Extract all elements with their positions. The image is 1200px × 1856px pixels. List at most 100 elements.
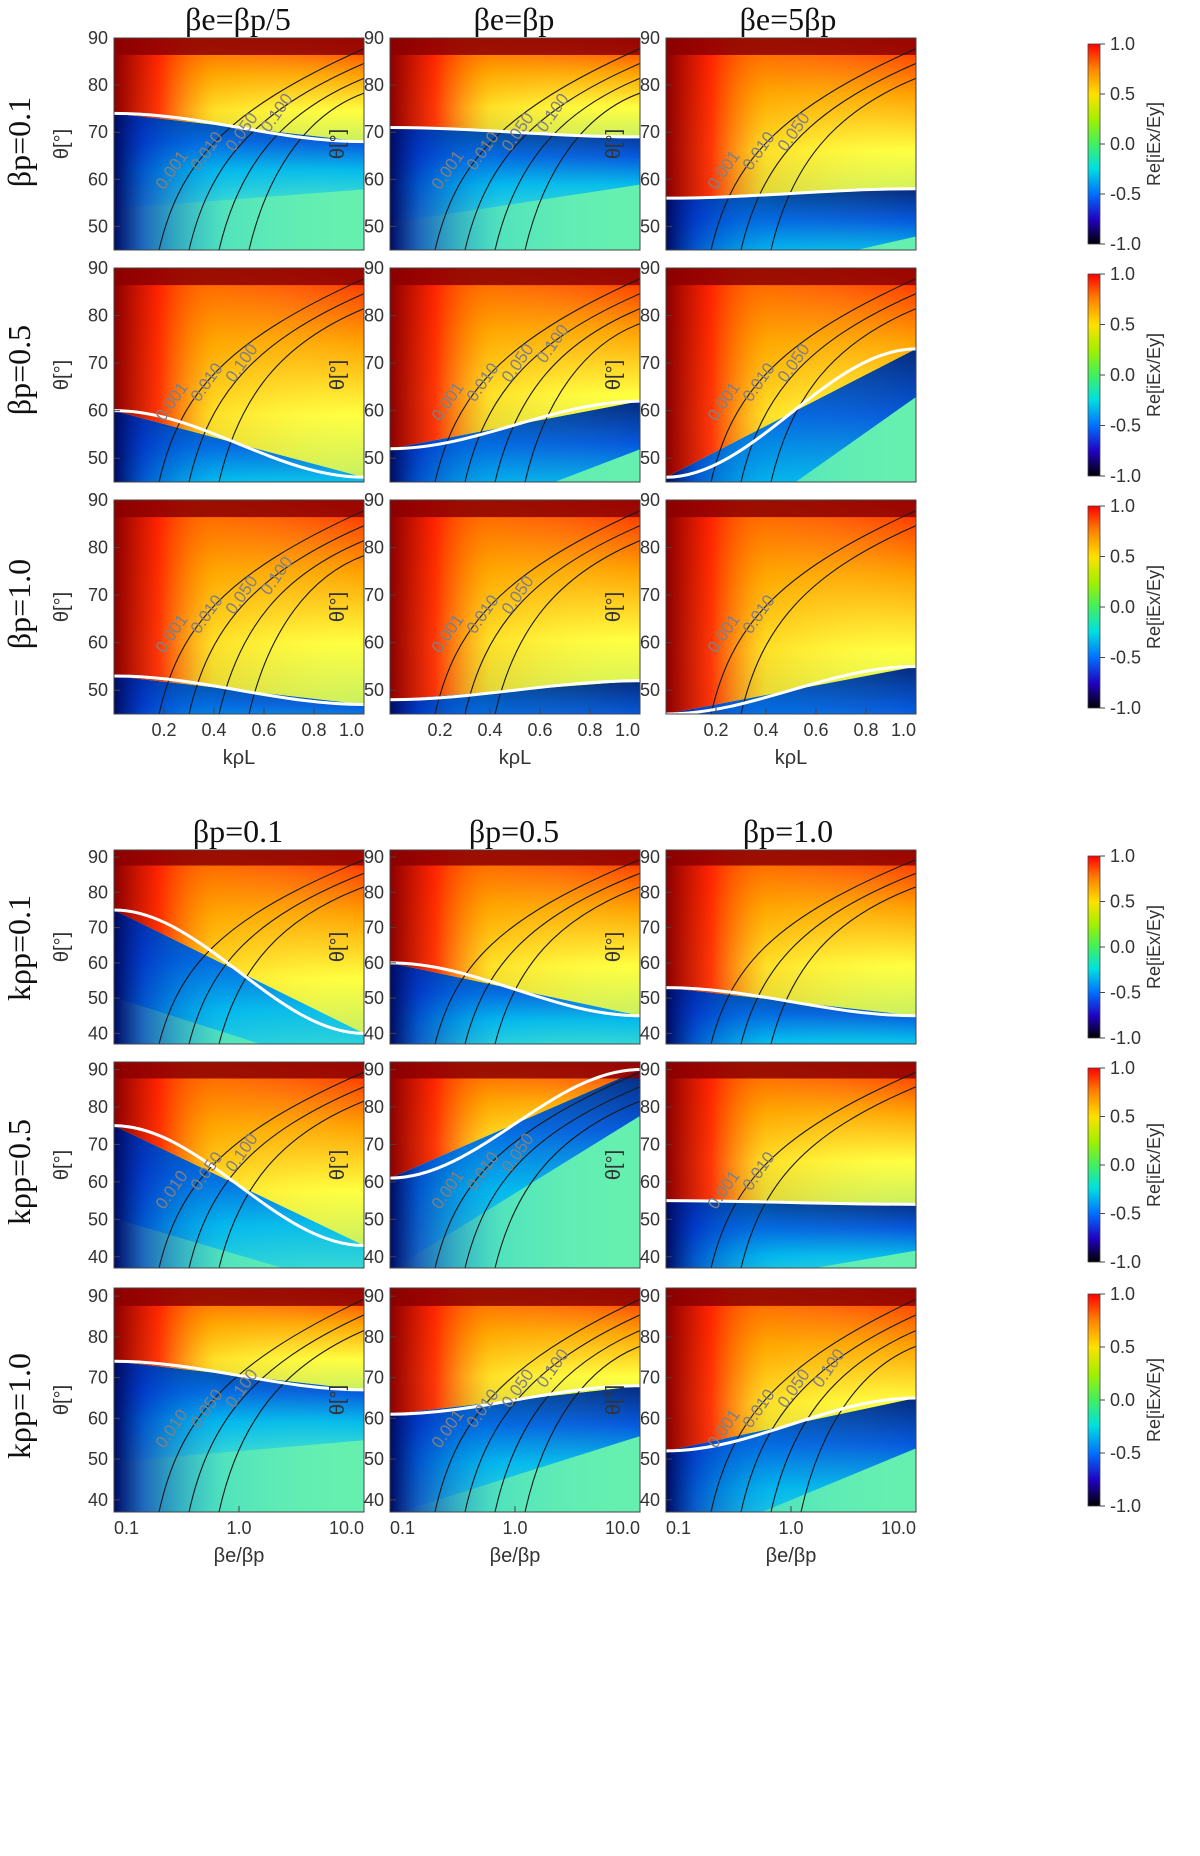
contour-line xyxy=(494,886,640,1044)
y-tick-label: 50 xyxy=(640,680,660,700)
colorbar-tick-label: -1.0 xyxy=(1110,698,1141,718)
panel-frame xyxy=(665,267,917,483)
contour-line xyxy=(434,278,640,482)
positive-shade xyxy=(114,1062,364,1246)
y-tick-label: 90 xyxy=(364,28,384,48)
positive-shade xyxy=(390,1062,640,1179)
y-tick-label: 70 xyxy=(364,1368,384,1388)
colorbar-gradient xyxy=(1087,43,1101,245)
colorbar-tick-label: 0.0 xyxy=(1110,937,1135,957)
y-tick-label: 70 xyxy=(640,122,660,142)
y-tick-label: 40 xyxy=(640,1490,660,1510)
zero-contour xyxy=(114,111,364,144)
zero-contour xyxy=(390,679,640,702)
contour-line xyxy=(218,540,364,714)
zero-contour xyxy=(114,1124,364,1248)
zero-contour xyxy=(390,399,640,451)
y-axis: 90 80 70 60 50 40 θ[°] xyxy=(51,1059,120,1267)
colorbar-tick-label: 0.5 xyxy=(1110,892,1135,912)
axes: 90 80 70 60 50 θ[°] 90 80 70 60 50 θ[°] 90 80 70 60 50 θ[… xyxy=(51,28,917,1567)
y-tick-label: 80 xyxy=(88,75,108,95)
y-axis-label: θ[°] xyxy=(603,360,625,390)
y-axis: 90 80 70 60 50 θ[°] xyxy=(603,28,672,236)
column-title: βp=0.5 xyxy=(469,813,559,849)
y-tick-label: 50 xyxy=(88,216,108,236)
max-band xyxy=(666,1288,916,1306)
colorbar-tick-label: 1.0 xyxy=(1110,496,1135,516)
y-tick-label: 80 xyxy=(364,882,384,902)
y-tick-label: 60 xyxy=(364,169,384,189)
zero-contour xyxy=(390,1384,640,1416)
contour-line xyxy=(218,1100,364,1268)
zero-contour xyxy=(666,664,916,714)
bottom-row-titles: kρp=0.1 kρp=0.5 kρp=1.0 xyxy=(1,895,37,1459)
contour-line xyxy=(158,859,364,1044)
colorbar: 1.0 0.5 0.0 -0.5 -1.0 Re[iEx/Ey] xyxy=(1087,496,1164,718)
bottom-column-titles: βp=0.1 βp=0.5 βp=1.0 xyxy=(193,813,833,849)
y-tick-label: 60 xyxy=(364,1408,384,1428)
x-tick-label: 1.0 xyxy=(339,720,364,740)
colorbar-tick-label: 0.5 xyxy=(1110,315,1135,335)
y-tick-label: 50 xyxy=(364,1209,384,1229)
x-axis: 0.1 1.0 10.0 βe/βp xyxy=(389,1506,641,1567)
colorbar-gradient xyxy=(1087,855,1101,1039)
top-column-titles: βe=βp/5 βe=βp βe=5βp xyxy=(185,1,836,37)
row-title: kρp=0.5 xyxy=(1,1119,37,1225)
column-title: βp=1.0 xyxy=(743,813,833,849)
y-tick-label: 70 xyxy=(364,1134,384,1154)
colorbar-gradient xyxy=(1087,1067,1101,1263)
y-axis-label: θ[°] xyxy=(603,129,625,159)
y-tick-label: 50 xyxy=(88,680,108,700)
y-tick-label: 50 xyxy=(88,1449,108,1469)
y-axis: 90 80 70 60 50 θ[°] xyxy=(327,258,396,468)
y-axis: 90 80 70 60 50 θ[°] xyxy=(51,258,120,468)
contour-line xyxy=(158,1298,364,1512)
x-axis-label: βe/βp xyxy=(766,1545,817,1567)
colorbar-tick-label: -0.5 xyxy=(1110,983,1141,1003)
x-tick-label: 1.0 xyxy=(615,720,640,740)
x-tick-label: 0.6 xyxy=(803,720,828,740)
x-axis: 0.2 0.4 0.6 0.8 1.0 kρL xyxy=(427,708,641,769)
y-tick-label: 50 xyxy=(88,1209,108,1229)
zero-contour xyxy=(666,1199,916,1206)
max-band xyxy=(390,1288,640,1306)
y-axis: 90 80 70 60 50 40 θ[°] xyxy=(327,1059,396,1267)
y-tick-label: 80 xyxy=(88,1097,108,1117)
contour-line xyxy=(158,48,364,250)
y-tick-label: 40 xyxy=(88,1023,108,1043)
colorbar-gradient xyxy=(1087,273,1101,477)
y-tick-label: 80 xyxy=(88,538,108,558)
y-tick-label: 80 xyxy=(640,306,660,326)
y-tick-label: 90 xyxy=(640,1059,660,1079)
x-axis-label: kρL xyxy=(499,747,532,769)
contour-line xyxy=(494,540,640,714)
colorbar-tick-label: -1.0 xyxy=(1110,1252,1141,1272)
contour-line xyxy=(464,1086,640,1268)
colorbar-tick-label: 0.0 xyxy=(1110,365,1135,385)
y-tick-label: 60 xyxy=(640,633,660,653)
max-band xyxy=(114,850,364,866)
max-band xyxy=(114,268,364,286)
contour-line xyxy=(740,293,916,482)
y-tick-label: 70 xyxy=(640,585,660,605)
row-title: kρp=1.0 xyxy=(1,1353,37,1459)
top-row-titles: βp=0.1 βp=0.5 βp=1.0 xyxy=(1,97,37,649)
positive-shade xyxy=(666,268,916,478)
contour-line xyxy=(464,293,640,482)
x-axis-label: kρL xyxy=(223,747,256,769)
x-axis: 0.1 1.0 10.0 βe/βp xyxy=(665,1506,917,1567)
y-tick-label: 50 xyxy=(88,988,108,1008)
y-tick-label: 40 xyxy=(88,1490,108,1510)
colorbar: 1.0 0.5 0.0 -0.5 -1.0 Re[iEx/Ey] xyxy=(1087,264,1164,486)
colorbar-tick-label: -1.0 xyxy=(1110,1496,1141,1516)
colorbar-tick-label: -1.0 xyxy=(1110,1028,1141,1048)
panel-frame xyxy=(389,267,641,483)
zero-contour xyxy=(390,126,640,139)
contour-line xyxy=(218,77,364,250)
contour-line xyxy=(158,278,364,482)
contour-line xyxy=(524,323,640,482)
negative-shade xyxy=(666,1397,916,1512)
